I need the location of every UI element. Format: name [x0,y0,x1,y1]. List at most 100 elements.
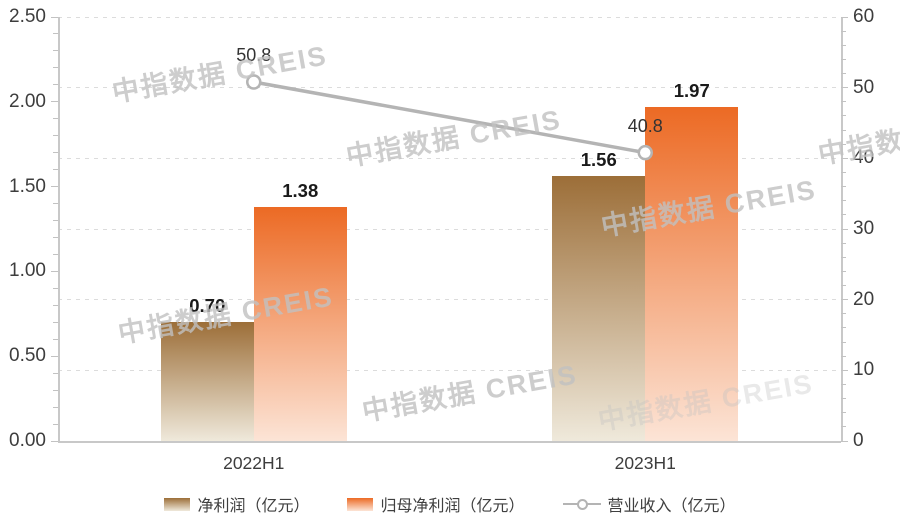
left-axis-tick [53,50,58,52]
plot-area: 0.70 1.56 1.38 1.97 50.8 40.8 [58,16,841,441]
right-axis-tick [841,44,846,46]
bar-attributable-profit [645,106,739,441]
right-axis-label: 40 [853,147,875,169]
legend-swatch-attributable-profit [347,497,374,511]
left-axis-tick [51,355,58,357]
right-axis-tick [841,115,846,117]
right-axis-label: 0 [853,430,864,451]
left-axis-tick [53,423,58,425]
bar-attributable-profit [253,206,347,441]
bar-value-label: 1.38 [282,179,319,201]
right-axis-label: 30 [853,218,875,239]
category-label: 2023H1 [614,453,676,473]
left-axis-tick [53,135,58,137]
left-axis-tick [53,304,58,306]
right-axis-tick [841,383,846,385]
bar-value-label: 1.56 [580,149,617,171]
bar-value-label: 1.97 [673,79,710,101]
right-axis-tick [841,242,846,244]
right-axis-tick [841,16,848,18]
left-axis-tick [53,84,58,86]
left-axis-label: 1.50 [9,175,46,197]
legend-line-dot [576,499,588,510]
left-axis-tick [53,152,58,154]
left-axis-tick [53,253,58,255]
legend-item-2: 营业收入（亿元） [562,492,736,516]
right-axis-tick [841,73,846,75]
right-axis-tick [841,87,848,89]
right-axis-tick [841,355,846,357]
gridline [58,157,841,159]
right-axis-tick [841,426,846,428]
right-axis-tick [841,157,848,159]
right-axis-tick [841,30,846,32]
left-axis-tick [53,321,58,323]
right-axis-tick [841,327,846,329]
right-axis-tick [841,256,846,258]
left-axis-label: 2.00 [9,90,46,112]
legend-label: 归母净利润（亿元） [380,498,525,515]
left-axis-tick [53,406,58,408]
gridline [58,228,841,230]
line-segment [253,80,646,155]
line-value-label: 50.8 [236,45,272,65]
right-axis-tick [841,143,846,145]
left-axis-label: 0.00 [9,430,46,451]
legend: 净利润（亿元） 归母净利润（亿元） 营业收入（亿元） [0,492,900,516]
right-axis-tick [841,214,846,216]
left-axis-tick [53,220,58,222]
right-axis-tick [841,129,846,131]
left-axis-line [58,17,60,441]
left-axis-tick [53,33,58,35]
right-axis-tick [841,341,846,343]
left-axis-tick [51,186,58,188]
legend-item-0: 净利润（亿元） [164,492,309,516]
right-axis-tick [841,228,848,230]
left-axis-tick [53,203,58,205]
right-axis-tick [841,398,846,400]
left-axis-tick [51,16,58,18]
left-axis-tick [53,118,58,120]
legend-label: 净利润（亿元） [197,498,310,515]
left-axis-tick [53,372,58,374]
legend-item-1: 归母净利润（亿元） [347,492,525,516]
gridline [58,299,841,301]
line-value-label: 40.8 [627,115,663,136]
revenue-line [246,74,653,161]
right-axis-label: 60 [853,6,875,27]
legend-label: 营业收入（亿元） [607,498,736,515]
left-axis-tick [51,440,58,442]
line-marker [637,144,653,161]
gridline [58,87,841,89]
right-axis-tick [841,186,846,188]
bar-value-label: 0.70 [189,295,226,317]
right-axis-label: 10 [853,359,875,381]
right-axis-tick [841,299,848,301]
legend-line-marker-icon [562,498,601,511]
gridline [58,369,841,371]
left-axis-tick [51,270,58,272]
right-axis-tick [841,101,846,103]
gridline [58,16,841,18]
bar-net-profit [552,176,646,441]
left-axis-tick [53,389,58,391]
left-axis-label: 0.50 [9,345,46,367]
right-axis-tick [841,369,848,371]
left-axis-tick [53,338,58,340]
right-axis-tick [841,285,846,287]
left-axis-tick [53,67,58,69]
left-axis-tick [53,287,58,289]
right-axis-tick [841,58,846,60]
right-axis-label: 50 [853,76,875,98]
right-axis-tick [841,200,846,202]
legend-swatch-net-profit [164,497,191,511]
category-label: 2022H1 [223,453,285,473]
line-marker [246,74,262,90]
left-axis-tick [53,236,58,238]
left-axis-label: 1.00 [9,260,46,282]
left-axis-tick [53,169,58,171]
right-axis-tick [841,412,846,414]
right-axis-tick [841,171,846,173]
x-axis-line [58,441,841,443]
